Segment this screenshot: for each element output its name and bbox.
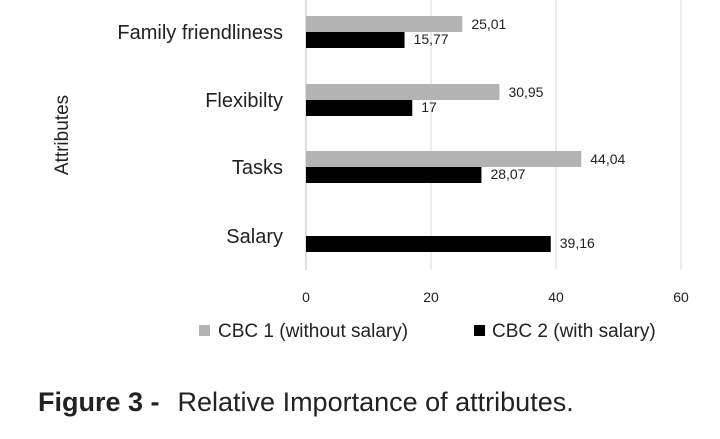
x-tick-label: 0: [302, 289, 310, 305]
data-label: 39,16: [560, 235, 595, 251]
bar-cbc2: [306, 100, 413, 116]
data-label: 25,01: [471, 16, 506, 32]
category-label: Tasks: [232, 157, 283, 179]
x-tick-labels: 0 20 40 60: [302, 289, 689, 305]
category-labels: Family friendliness Flexibilty Tasks Salary: [117, 22, 283, 248]
data-label: 15,77: [414, 31, 449, 47]
bar-cbc1: [306, 84, 500, 100]
bar-cbc2: [306, 32, 405, 48]
category-label: Flexibilty: [205, 90, 283, 112]
bars: [306, 16, 582, 252]
x-tick-label: 20: [423, 289, 439, 305]
figure-caption: Figure 3 - Relative Importance of attribu…: [38, 387, 574, 418]
y-axis-title: Attributes: [52, 95, 73, 175]
bar-cbc2: [306, 236, 551, 252]
bar-chart: Family friendliness Flexibilty Tasks Salary…: [52, 0, 689, 342]
bar-cbc1: [306, 151, 582, 167]
bar-cbc2: [306, 167, 482, 183]
x-tick-label: 60: [673, 289, 689, 305]
bar-cbc1: [306, 16, 463, 32]
caption-lead: Figure 3 -: [38, 387, 160, 417]
legend: CBC 1 (without salary) CBC 2 (with salary…: [199, 321, 656, 342]
legend-swatch: [199, 325, 210, 336]
data-label: 44,04: [590, 151, 625, 167]
category-label: Salary: [226, 226, 283, 248]
grid-lines: [305, 0, 682, 270]
caption-text: Relative Importance of attributes.: [177, 387, 574, 417]
category-label: Family friendliness: [117, 22, 283, 44]
data-label: 17: [421, 99, 437, 115]
legend-label: CBC 2 (with salary): [492, 321, 656, 342]
x-tick-label: 40: [548, 289, 564, 305]
data-label: 28,07: [490, 166, 525, 182]
data-label: 30,95: [508, 84, 543, 100]
legend-swatch: [474, 325, 485, 336]
data-labels: 25,01 30,95 44,04 15,77 17 28,07 39,16: [414, 16, 626, 251]
legend-label: CBC 1 (without salary): [218, 321, 408, 342]
